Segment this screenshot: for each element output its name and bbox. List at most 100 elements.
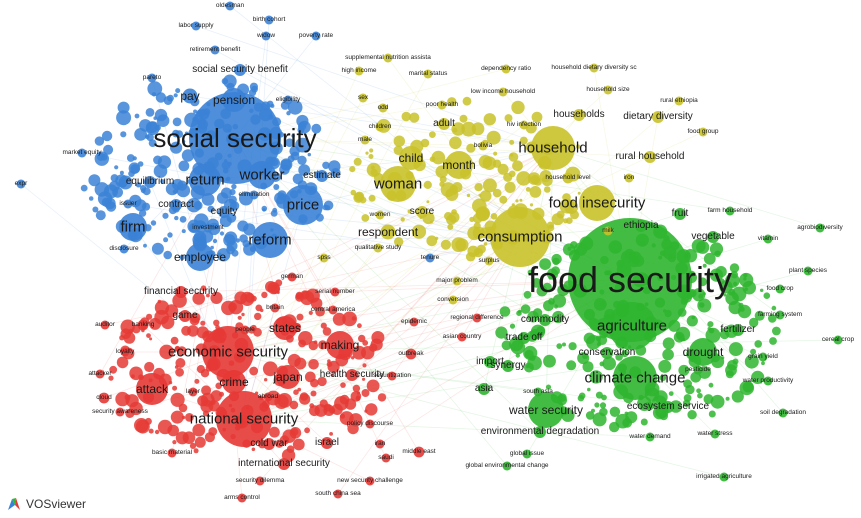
term-node[interactable]: [763, 234, 773, 244]
term-node[interactable]: [775, 284, 785, 294]
term-node[interactable]: [490, 207, 550, 267]
term-node[interactable]: [358, 93, 368, 103]
term-node[interactable]: [248, 161, 276, 189]
term-node[interactable]: [278, 458, 290, 470]
term-node[interactable]: [531, 126, 575, 170]
term-node[interactable]: [225, 1, 235, 11]
term-node[interactable]: [182, 88, 198, 104]
term-node[interactable]: [445, 151, 473, 179]
term-node[interactable]: [803, 266, 813, 276]
term-node[interactable]: [137, 319, 149, 331]
term-node[interactable]: [333, 489, 343, 499]
term-node[interactable]: [624, 173, 634, 183]
term-node[interactable]: [115, 407, 125, 417]
term-node[interactable]: [188, 387, 198, 397]
term-node[interactable]: [725, 206, 735, 216]
term-node[interactable]: [502, 461, 512, 471]
term-node[interactable]: [534, 426, 546, 438]
term-node[interactable]: [775, 310, 785, 320]
term-node[interactable]: [815, 223, 825, 233]
term-node[interactable]: [375, 210, 385, 220]
term-node[interactable]: [119, 213, 147, 241]
term-node[interactable]: [380, 166, 416, 202]
term-node[interactable]: [328, 305, 338, 315]
term-node[interactable]: [273, 316, 297, 340]
term-node[interactable]: [413, 446, 425, 458]
term-node[interactable]: [383, 53, 393, 63]
term-node[interactable]: [478, 383, 490, 395]
term-node[interactable]: [189, 164, 221, 196]
term-node[interactable]: [601, 347, 613, 359]
term-node[interactable]: [360, 135, 370, 145]
term-node[interactable]: [321, 437, 333, 449]
term-node[interactable]: [457, 332, 467, 342]
term-node[interactable]: [603, 226, 613, 236]
term-node[interactable]: [484, 256, 494, 266]
term-node[interactable]: [589, 63, 599, 73]
term-node[interactable]: [95, 369, 105, 379]
term-node[interactable]: [562, 172, 574, 184]
term-node[interactable]: [222, 370, 246, 394]
term-node[interactable]: [365, 419, 375, 429]
term-node[interactable]: [186, 243, 214, 271]
term-node[interactable]: [662, 401, 674, 413]
term-node[interactable]: [218, 206, 230, 218]
term-node[interactable]: [252, 222, 288, 258]
term-node[interactable]: [316, 170, 328, 182]
term-node[interactable]: [405, 348, 417, 360]
term-node[interactable]: [698, 127, 708, 137]
term-node[interactable]: [375, 439, 385, 449]
term-node[interactable]: [202, 326, 254, 378]
term-node[interactable]: [518, 332, 530, 344]
term-node[interactable]: [167, 448, 177, 458]
term-node[interactable]: [373, 243, 383, 253]
term-node[interactable]: [423, 69, 433, 79]
term-node[interactable]: [222, 88, 246, 112]
term-node[interactable]: [98, 392, 110, 404]
term-node[interactable]: [147, 73, 157, 83]
term-node[interactable]: [416, 206, 428, 218]
term-node[interactable]: [608, 302, 656, 350]
term-node[interactable]: [425, 253, 435, 263]
term-node[interactable]: [255, 476, 265, 486]
term-node[interactable]: [484, 356, 496, 368]
term-node[interactable]: [568, 218, 692, 342]
term-node[interactable]: [539, 314, 551, 326]
term-node[interactable]: [689, 338, 717, 366]
term-node[interactable]: [234, 64, 246, 76]
term-node[interactable]: [381, 453, 391, 463]
term-node[interactable]: [237, 493, 247, 503]
term-node[interactable]: [203, 223, 213, 233]
term-node[interactable]: [380, 224, 396, 240]
term-node[interactable]: [652, 111, 664, 123]
term-node[interactable]: [719, 472, 729, 482]
term-node[interactable]: [437, 100, 447, 110]
term-node[interactable]: [528, 392, 564, 428]
term-node[interactable]: [732, 324, 744, 336]
vosviewer-logo[interactable]: VOSviewer: [6, 496, 86, 512]
term-node[interactable]: [100, 320, 110, 330]
term-node[interactable]: [778, 408, 788, 418]
term-node[interactable]: [249, 190, 259, 200]
term-node[interactable]: [533, 387, 543, 397]
term-node[interactable]: [346, 369, 358, 381]
term-node[interactable]: [119, 244, 129, 254]
term-node[interactable]: [674, 208, 686, 220]
term-node[interactable]: [175, 286, 187, 298]
term-node[interactable]: [179, 310, 191, 322]
term-node[interactable]: [519, 120, 529, 130]
term-node[interactable]: [264, 15, 274, 25]
term-node[interactable]: [216, 391, 272, 447]
term-node[interactable]: [240, 325, 250, 335]
term-node[interactable]: [409, 317, 419, 327]
term-node[interactable]: [472, 313, 482, 323]
term-node[interactable]: [354, 66, 364, 76]
term-node[interactable]: [263, 438, 275, 450]
term-node[interactable]: [261, 31, 271, 41]
term-node[interactable]: [674, 96, 684, 106]
term-node[interactable]: [287, 272, 297, 282]
term-node[interactable]: [498, 87, 508, 97]
term-node[interactable]: [330, 287, 340, 297]
term-node[interactable]: [326, 331, 354, 359]
